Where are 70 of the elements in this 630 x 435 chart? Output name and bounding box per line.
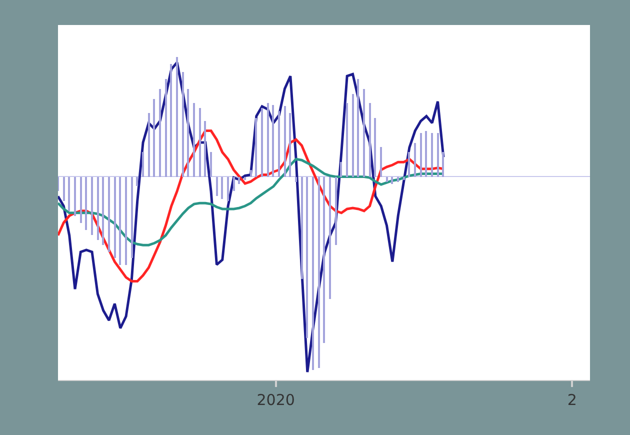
bar (216, 177, 218, 196)
bar (403, 177, 405, 180)
bar (119, 177, 121, 265)
bar (193, 103, 195, 177)
bar (153, 99, 155, 177)
bar (136, 177, 138, 186)
bar (397, 177, 399, 182)
bar (159, 89, 161, 177)
bar (329, 177, 331, 299)
bar (102, 177, 104, 245)
bar (284, 106, 286, 177)
bar (125, 177, 127, 265)
bar (142, 152, 144, 177)
bar (97, 177, 99, 240)
bar (437, 133, 439, 177)
bar (352, 94, 354, 177)
bar (301, 177, 303, 279)
bar (306, 177, 308, 338)
bar (431, 133, 433, 177)
bar (278, 111, 280, 177)
bar (408, 152, 410, 177)
bar (204, 121, 206, 177)
x-tick-label: 2 (567, 391, 577, 409)
bar (340, 162, 342, 177)
bar (199, 108, 201, 177)
bar (312, 177, 314, 370)
bar (363, 89, 365, 177)
bar (74, 177, 76, 216)
bar (391, 177, 393, 184)
bar (272, 105, 274, 177)
bar (346, 103, 348, 177)
bar (114, 177, 116, 258)
bar (244, 177, 246, 180)
bar (131, 177, 133, 258)
bar (148, 113, 150, 177)
bar (187, 89, 189, 177)
x-tick-label: 2020 (256, 391, 295, 409)
bar (238, 177, 240, 184)
bar (255, 118, 257, 177)
bar (380, 147, 382, 177)
bar (233, 177, 235, 191)
bar (442, 152, 444, 177)
bar (357, 79, 359, 177)
bar (210, 152, 212, 177)
bar (68, 177, 70, 211)
bar (261, 108, 263, 177)
bar (289, 113, 291, 177)
bar (165, 79, 167, 177)
bar (335, 177, 337, 245)
bar (267, 103, 269, 177)
bar (374, 118, 376, 177)
bar (91, 177, 93, 235)
bar (85, 177, 87, 230)
bar (369, 103, 371, 177)
bar (176, 57, 178, 177)
bar (227, 177, 229, 201)
bar (170, 64, 172, 177)
bar (323, 177, 325, 343)
bar (414, 143, 416, 177)
bar (420, 133, 422, 177)
bar (63, 177, 65, 201)
bar (318, 177, 320, 368)
bar (250, 170, 252, 177)
bar (221, 177, 223, 199)
bar (182, 72, 184, 177)
bar (386, 177, 388, 182)
bar (295, 177, 297, 182)
bar (108, 177, 110, 252)
bar (80, 177, 82, 223)
bar (425, 131, 427, 177)
